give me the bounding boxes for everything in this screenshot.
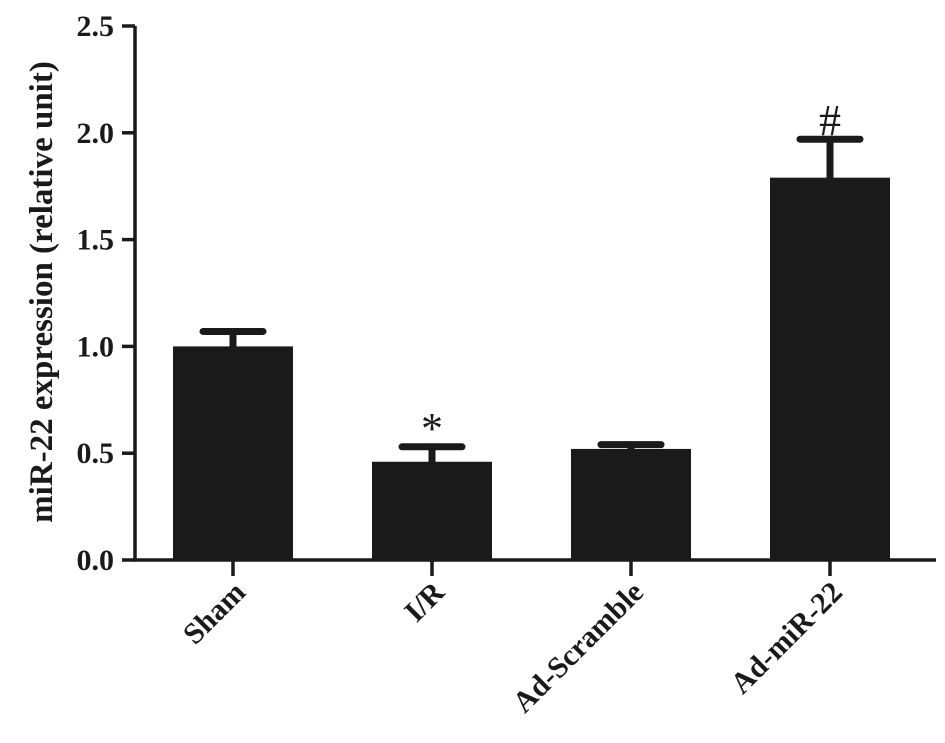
significance-marker: * xyxy=(421,404,443,453)
y-tick-label: 0.0 xyxy=(77,544,115,577)
y-tick-label: 2.0 xyxy=(77,117,115,150)
significance-marker: # xyxy=(819,96,841,145)
y-axis-ticks: 0.0 0.5 1.0 1.5 2.0 2.5 xyxy=(77,10,135,577)
bar-sham xyxy=(173,346,293,560)
annotations: *# xyxy=(421,96,841,453)
y-tick-label: 1.0 xyxy=(77,330,115,363)
y-tick-label: 0.5 xyxy=(77,437,115,470)
bars xyxy=(173,177,890,560)
x-tick-label: Ad-Scramble xyxy=(506,576,650,720)
x-axis-ticks: Sham I/R Ad-Scramble Ad-miR-22 xyxy=(177,560,849,719)
x-tick-label: Ad-miR-22 xyxy=(724,576,849,701)
y-axis-title: miR-22 expression (relative unit) xyxy=(24,61,60,523)
y-tick-label: 2.5 xyxy=(77,10,115,43)
bar-ad-mir-22 xyxy=(770,177,890,560)
bar-ad-scramble xyxy=(571,448,691,560)
y-tick-label: 1.5 xyxy=(77,224,115,257)
bar-i-r xyxy=(372,461,492,560)
x-tick-label: Sham xyxy=(177,576,252,651)
x-tick-label: I/R xyxy=(398,575,451,628)
error-bars xyxy=(199,135,864,468)
